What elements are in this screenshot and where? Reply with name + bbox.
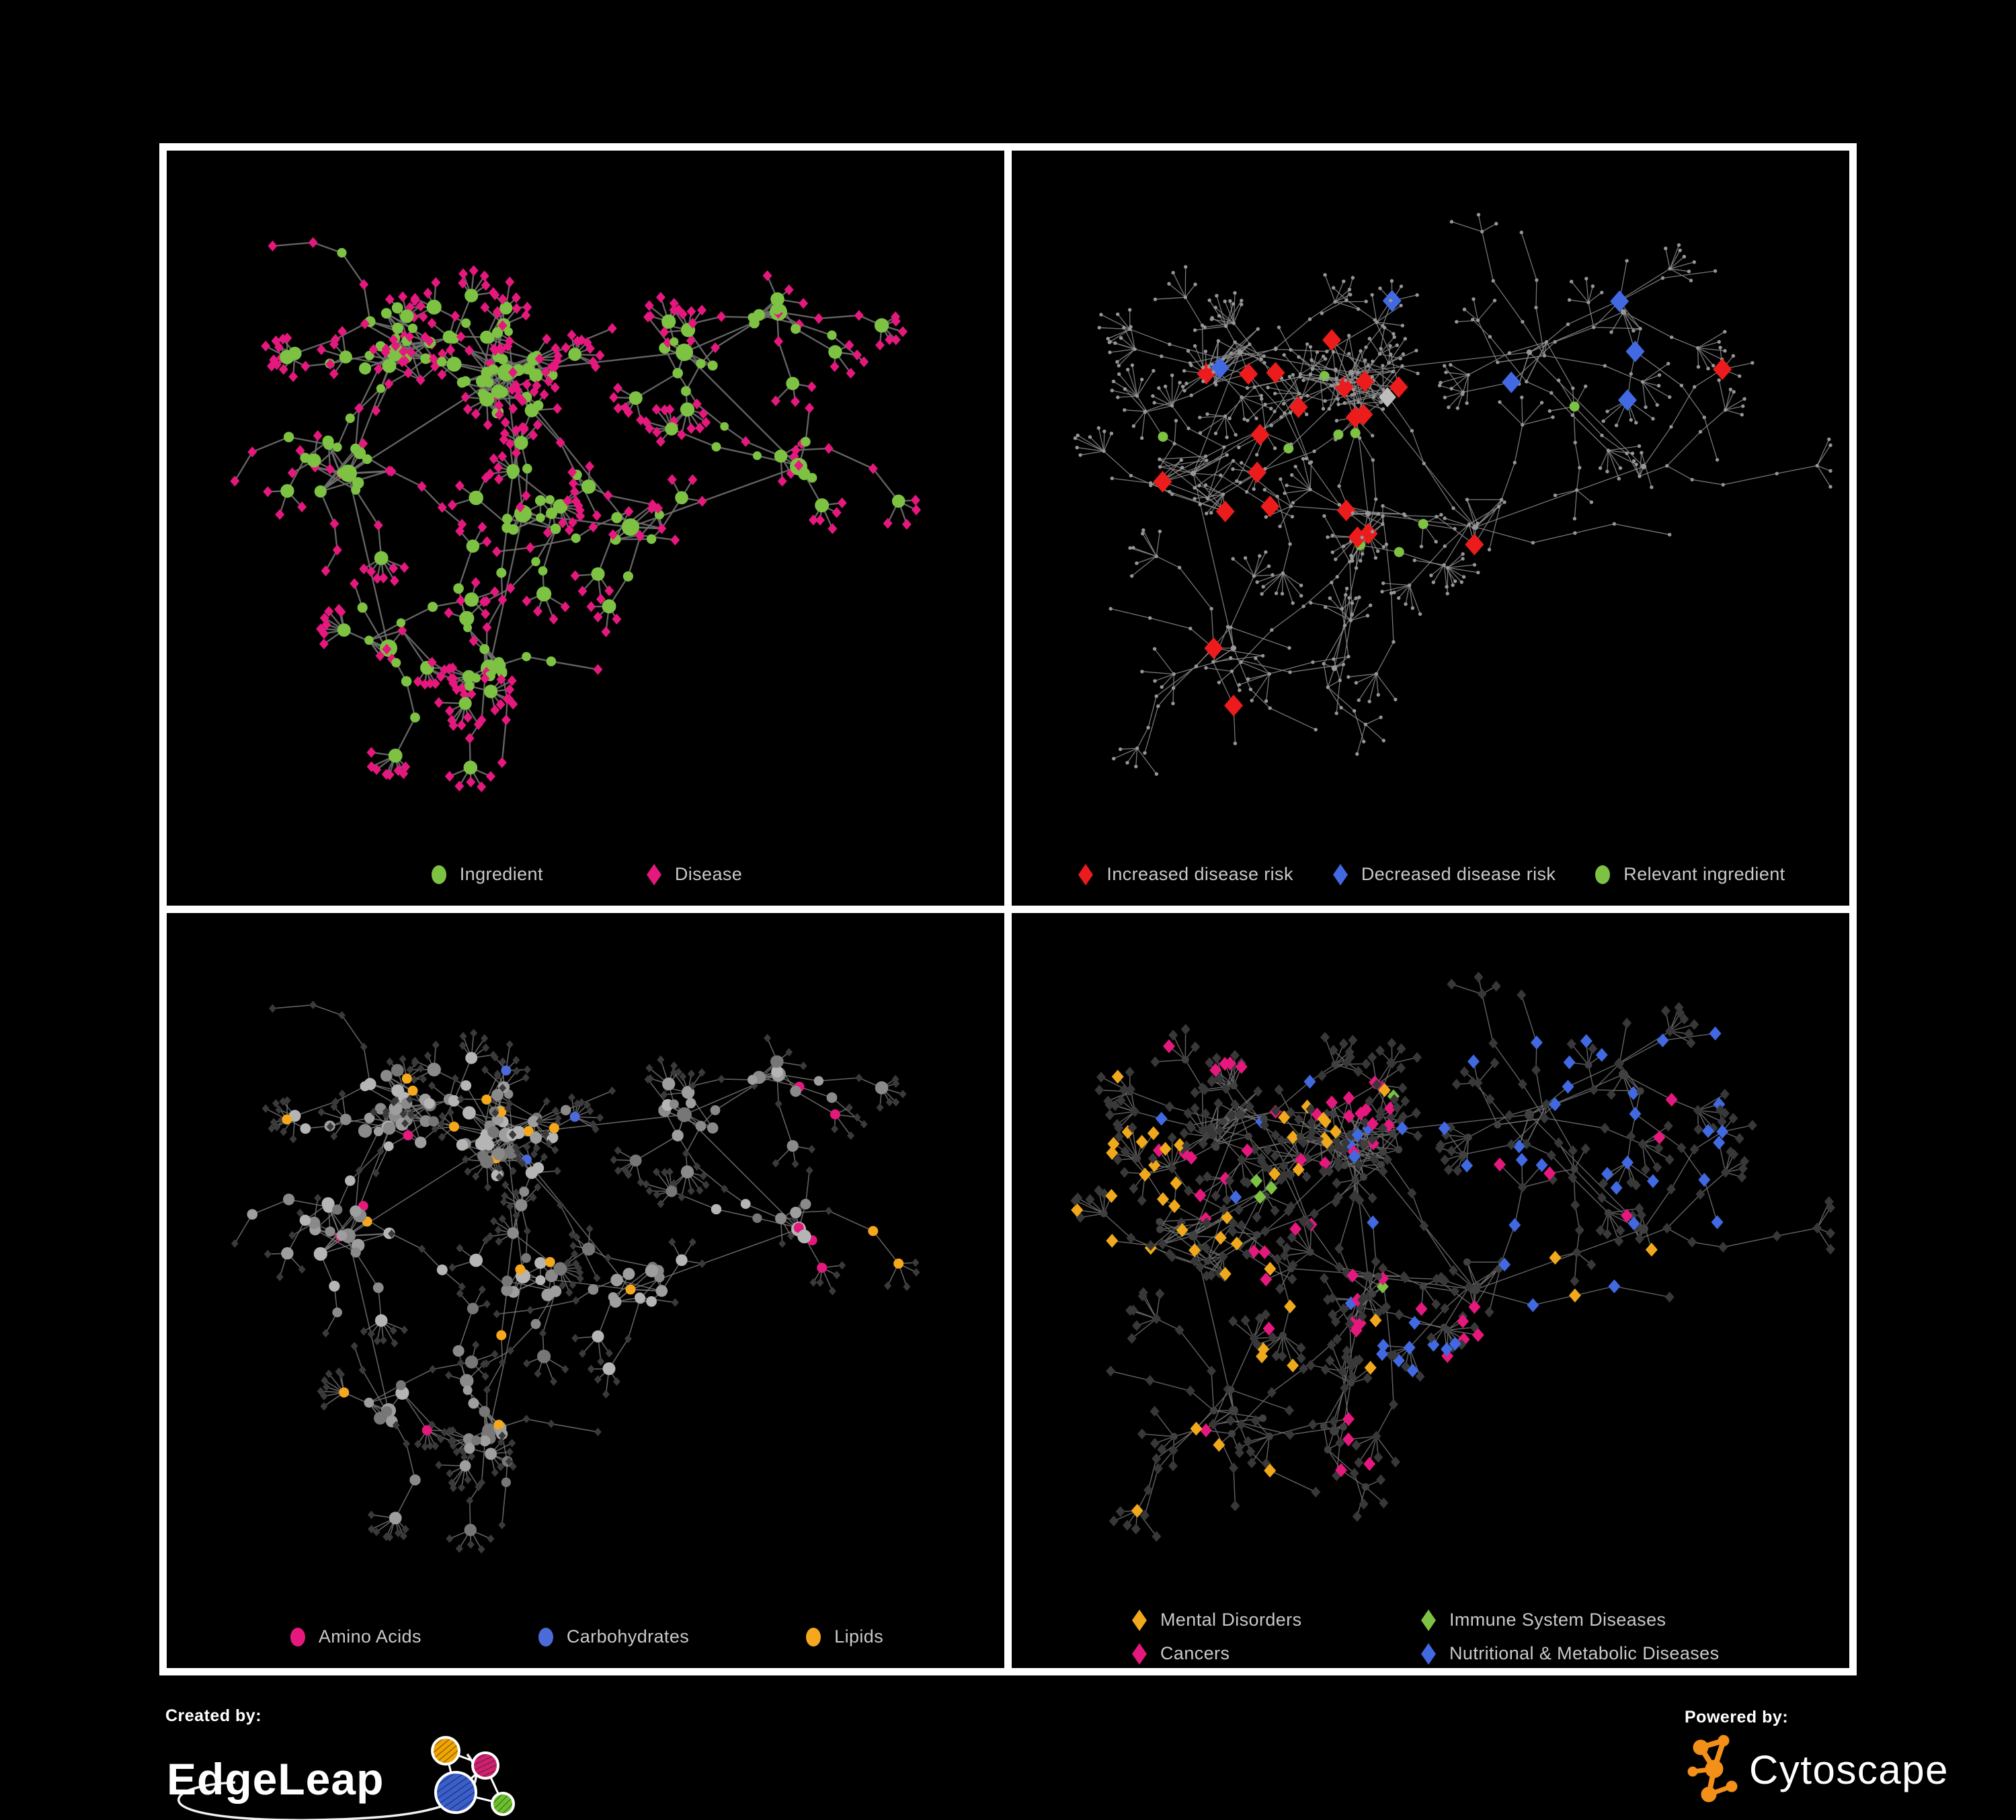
panel-disease-risk: Increased disease risk Decreased disease … — [1012, 151, 1849, 906]
legend-label: Cancers — [1160, 1643, 1230, 1663]
legend-label: Nutritional & Metabolic Diseases — [1449, 1643, 1720, 1663]
panel-ingredient-disease: Ingredient Disease — [167, 151, 1004, 906]
legend-label: Relevant ingredient — [1623, 864, 1785, 884]
legend-label: Decreased disease risk — [1361, 864, 1556, 884]
diamond-swatch-icon — [646, 863, 661, 885]
edgeleap-logo: EdgeLeap — [167, 1736, 515, 1820]
legend-item-lipids: Lipids — [803, 1625, 883, 1649]
doodle-node-orange — [431, 1736, 460, 1766]
circle-swatch-icon — [1595, 865, 1611, 884]
legend-label: Amino Acids — [318, 1626, 421, 1647]
edgeleap-network-doodle — [431, 1736, 515, 1816]
legend-label: Mental Disorders — [1160, 1610, 1302, 1630]
edgeleap-branding: Created by: EdgeLeap — [161, 1706, 565, 1820]
circle-swatch-icon — [431, 865, 446, 884]
cytoscape-branding: Powered by: Cytoscape — [1681, 1708, 2003, 1809]
cytoscape-logo: Cytoscape — [1687, 1735, 1949, 1803]
circle-swatch-icon — [538, 1627, 553, 1647]
legend-ingredient-disease: Ingredient Disease — [167, 843, 1004, 906]
legend-disease-categories: Mental Disorders Immune System Diseases Ca… — [1012, 1606, 1849, 1668]
panel-ingredient-classes: Amino Acids Carbohydrates Lipids — [167, 913, 1004, 1668]
doodle-node-green — [491, 1792, 515, 1816]
network-graph-ingredient-classes — [231, 1000, 920, 1554]
diamond-swatch-icon — [1421, 1643, 1436, 1665]
diamond-swatch-icon — [1421, 1609, 1436, 1631]
legend-disease-risk: Increased disease risk Decreased disease … — [1012, 843, 1849, 906]
network-graph-disease-categories — [1070, 972, 1835, 1542]
cytoscape-wordmark: Cytoscape — [1749, 1747, 1949, 1792]
legend-label: Lipids — [834, 1626, 884, 1647]
legend-label: Ingredient — [459, 864, 543, 884]
legend-item-immune-system-diseases: Immune System Diseases — [1418, 1608, 1719, 1632]
legend-label: Immune System Diseases — [1449, 1610, 1666, 1630]
powered-by-label: Powered by: — [1685, 1708, 1789, 1727]
network-graph-disease-risk — [1073, 212, 1832, 776]
panel-grid: Ingredient Disease Increased disease risk… — [159, 143, 1857, 1675]
legend-item-carbohydrates: Carbohydrates — [536, 1625, 689, 1649]
legend-item-amino-acids: Amino Acids — [288, 1625, 421, 1649]
circle-swatch-icon — [806, 1627, 821, 1647]
legend-item-increased-disease-risk: Increased disease risk — [1076, 863, 1293, 887]
diamond-swatch-icon — [1132, 1643, 1147, 1665]
cytoscape-icon — [1687, 1735, 1738, 1803]
legend-item-nutritional-metabolic-diseases: Nutritional & Metabolic Diseases — [1418, 1642, 1719, 1666]
legend-label: Disease — [674, 864, 743, 884]
doodle-node-blue — [434, 1771, 477, 1814]
legend-item-relevant-ingredient: Relevant ingredient — [1592, 863, 1785, 887]
diamond-swatch-icon — [1332, 863, 1348, 885]
network-graph-ingredient-disease — [230, 237, 921, 793]
panel-disease-categories: Mental Disorders Immune System Diseases Ca… — [1012, 913, 1849, 1668]
edgeleap-wordmark: EdgeLeap — [167, 1754, 384, 1804]
doodle-node-pink — [471, 1751, 499, 1780]
created-by-label: Created by: — [165, 1706, 262, 1725]
circle-swatch-icon — [290, 1627, 305, 1647]
legend-item-mental-disorders: Mental Disorders — [1129, 1608, 1418, 1632]
diamond-swatch-icon — [1132, 1609, 1147, 1631]
legend-item-disease: Disease — [644, 863, 742, 887]
legend-item-decreased-disease-risk: Decreased disease risk — [1330, 863, 1556, 887]
legend-label: Increased disease risk — [1106, 864, 1293, 884]
diamond-swatch-icon — [1078, 863, 1094, 885]
legend-label: Carbohydrates — [566, 1626, 690, 1647]
legend-item-cancers: Cancers — [1129, 1642, 1418, 1666]
legend-item-ingredient: Ingredient — [429, 863, 543, 887]
legend-ingredient-classes: Amino Acids Carbohydrates Lipids — [167, 1606, 1004, 1668]
